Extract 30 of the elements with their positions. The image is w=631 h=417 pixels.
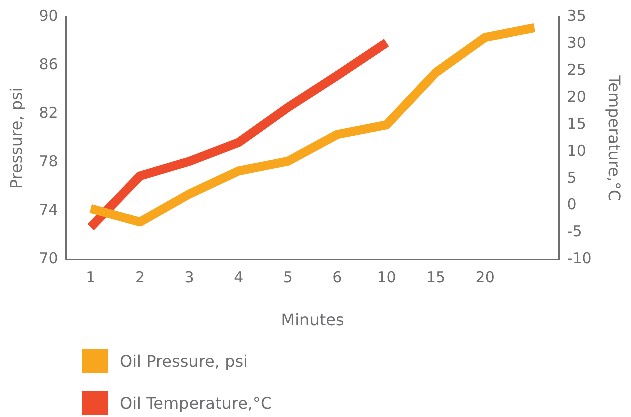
y2-tick-label: 15 — [567, 114, 586, 133]
y2-tick-label: 20 — [567, 88, 586, 106]
legend-label: Oil Temperature,°C — [120, 394, 272, 412]
y2-tick-label: -10 — [567, 250, 592, 268]
x-tick-label: 1 — [86, 268, 96, 287]
y-axis-title: Pressure, psi — [6, 88, 26, 190]
y2-tick-label: -5 — [567, 222, 582, 241]
y2-tick-label: 35 — [567, 6, 586, 25]
x-tick-label: 4 — [234, 268, 244, 287]
y2-tick-label: 0 — [567, 196, 577, 214]
x-axis-title: Minutes — [281, 310, 344, 330]
x-tick-label: 10 — [377, 268, 396, 287]
x-tick-label: 5 — [283, 268, 293, 287]
y-tick-label: 86 — [39, 55, 58, 74]
y2-tick-label: 30 — [567, 34, 586, 52]
x-tick-label: 20 — [476, 268, 495, 287]
x-tick-label: 2 — [135, 268, 146, 287]
x-tick-label: 15 — [426, 268, 446, 287]
y2-tick-label: 10 — [567, 142, 586, 160]
x-tick-label: 6 — [332, 268, 342, 287]
y2-tick-label: 25 — [567, 60, 586, 79]
y-tick-label: 70 — [39, 250, 58, 268]
y2-axis-title: Temperature,°C — [605, 74, 624, 202]
y-tick-label: 78 — [39, 152, 58, 171]
x-tick-label: 3 — [184, 268, 194, 287]
y-tick-label: 82 — [39, 104, 58, 122]
legend-label: Oil Pressure, psi — [120, 352, 248, 370]
y2-tick-label: 5 — [567, 168, 577, 187]
y-tick-label: 90 — [39, 6, 58, 25]
y-tick-label: 74 — [39, 201, 58, 220]
